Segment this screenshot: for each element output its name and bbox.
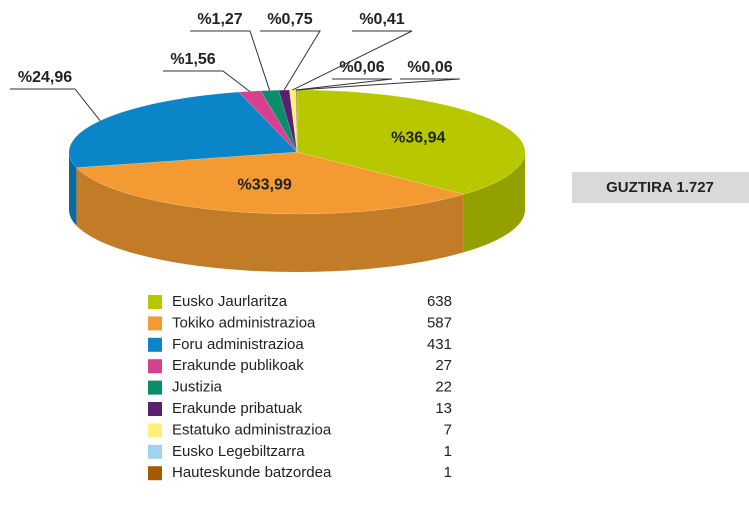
legend-count: 22 — [435, 379, 452, 396]
legend-swatch — [148, 444, 162, 459]
leader-line — [296, 78, 461, 91]
legend-count: 587 — [427, 314, 452, 331]
slice — [75, 151, 465, 215]
legend-count: 7 — [444, 421, 452, 438]
legend-count: 1 — [444, 464, 452, 481]
data-label: %0,06 — [407, 59, 452, 76]
slice-side — [69, 152, 77, 226]
legend-label: Eusko Jaurlaritza — [172, 293, 288, 310]
legend-swatch — [148, 402, 162, 416]
slice-side — [463, 152, 525, 253]
legend-label: Tokiko administrazioa — [172, 314, 316, 331]
legend-swatch — [148, 316, 162, 331]
leader-line — [295, 78, 393, 91]
total-label: GUZTIRA 1.727 — [606, 179, 714, 196]
legend-swatch — [148, 466, 162, 481]
data-label: %36,94 — [391, 130, 445, 147]
legend-count: 27 — [435, 357, 452, 374]
data-label: %1,56 — [170, 51, 215, 68]
legend-count: 13 — [435, 400, 452, 417]
legend-count: 1 — [444, 443, 452, 460]
legend-label: Erakunde pribatuak — [172, 400, 303, 417]
legend-swatch — [148, 380, 162, 395]
data-label: %0,06 — [339, 59, 384, 76]
leader-line — [292, 30, 413, 91]
legend-swatch — [148, 359, 162, 374]
total-box — [572, 172, 749, 203]
legend-label: Eusko Legebiltzarra — [172, 443, 305, 460]
legend-label: Erakunde publikoak — [172, 357, 304, 374]
slice — [238, 90, 298, 153]
leader-line — [260, 30, 321, 91]
legend-label: Foru administrazioa — [172, 336, 304, 353]
leader-line — [190, 30, 271, 91]
slice — [68, 91, 298, 168]
data-label: %33,99 — [238, 176, 292, 193]
legend-label: Justizia — [172, 379, 223, 396]
leader-line — [10, 88, 101, 122]
data-label: %1,27 — [197, 11, 242, 28]
data-label: %0,75 — [267, 11, 312, 28]
legend-swatch — [148, 423, 162, 438]
legend-label: Estatuko administrazioa — [172, 421, 332, 438]
legend-count: 638 — [427, 293, 452, 310]
leader-line — [163, 70, 250, 92]
legend-swatch — [148, 295, 162, 309]
slice — [296, 89, 526, 195]
data-label: %0,41 — [359, 11, 404, 28]
legend-count: 431 — [427, 336, 452, 353]
slice-side — [76, 167, 464, 272]
legend-label: Hauteskunde batzordea — [172, 464, 332, 481]
slice — [260, 89, 298, 153]
legend-swatch — [148, 337, 162, 352]
data-label: %24,96 — [18, 69, 72, 86]
